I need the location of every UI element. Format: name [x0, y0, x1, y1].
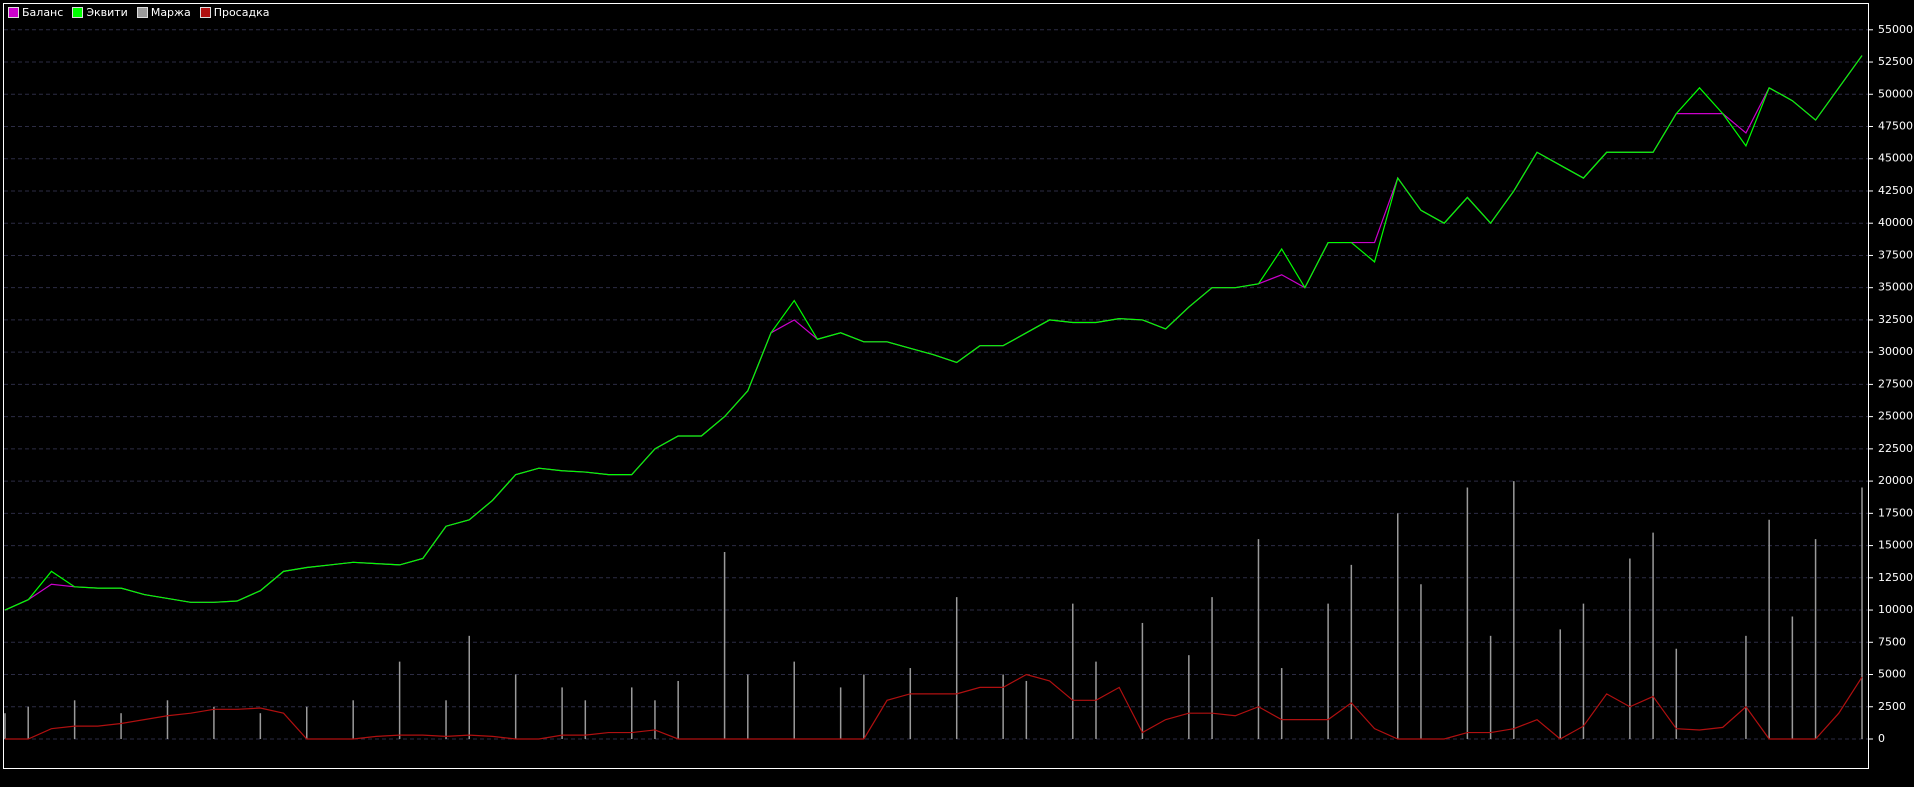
series-line	[4, 55, 1863, 611]
legend-item: Эквити	[72, 6, 128, 19]
y-tick-label: 42500	[1878, 184, 1913, 197]
legend-swatch	[199, 7, 211, 18]
y-tick-label: 22500	[1878, 442, 1913, 455]
y-tick-label: 50000	[1878, 87, 1913, 100]
y-tick-label: 35000	[1878, 281, 1913, 294]
y-tick-label: 25000	[1878, 410, 1913, 423]
y-tick-label: 37500	[1878, 248, 1913, 261]
y-tick-label: 47500	[1878, 119, 1913, 132]
legend-swatch	[8, 7, 19, 18]
legend-label: Баланс	[22, 6, 64, 19]
y-tick-label: 20000	[1878, 474, 1913, 487]
y-tick-label: 15000	[1878, 539, 1913, 552]
y-tick-label: 52500	[1878, 55, 1913, 68]
y-tick-label: 45000	[1878, 152, 1913, 165]
legend-label: Маржа	[150, 6, 191, 19]
grid: 0 2500 5000 7500 10000 12500 15000 17500 20000 22…	[4, 23, 1913, 745]
legend-swatch	[72, 7, 84, 18]
y-tick-label: 5000	[1878, 668, 1906, 681]
y-tick-label: 12500	[1878, 571, 1913, 584]
legend-item: Маржа	[136, 6, 191, 19]
legend-item: Баланс	[8, 6, 63, 19]
y-tick-label: 17500	[1878, 506, 1913, 519]
y-tick-label: 0	[1878, 732, 1885, 745]
y-tick-label: 27500	[1878, 377, 1913, 390]
series-line	[5, 673, 1863, 740]
y-tick-label: 30000	[1878, 345, 1913, 358]
y-tick-label: 7500	[1878, 635, 1906, 648]
marks	[4, 55, 1863, 740]
y-tick-label: 40000	[1878, 216, 1913, 229]
y-tick-label: 2500	[1878, 700, 1906, 713]
y-tick-label: 32500	[1878, 313, 1913, 326]
legend-label: Эквити	[86, 6, 128, 19]
y-tick-label: 55000	[1878, 23, 1913, 36]
legend-swatch	[136, 7, 148, 18]
legend-label: Просадка	[213, 6, 270, 19]
legend-item: Просадка	[199, 6, 270, 19]
plot-frame	[3, 3, 1869, 769]
y-tick-label: 10000	[1878, 603, 1913, 616]
legend: Баланс Эквити Маржа Просадка	[8, 6, 269, 19]
